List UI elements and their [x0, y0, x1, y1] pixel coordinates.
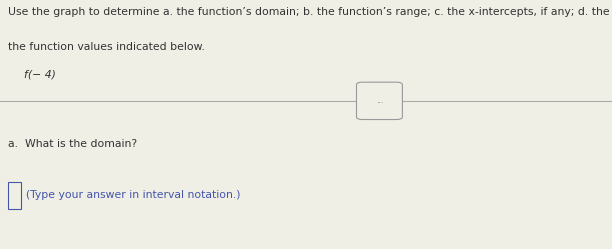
Text: ...: ...: [376, 96, 383, 105]
Text: the function values indicated below.: the function values indicated below.: [8, 42, 205, 52]
Text: f(− 4): f(− 4): [24, 70, 56, 80]
FancyBboxPatch shape: [8, 182, 21, 209]
Text: a.  What is the domain?: a. What is the domain?: [8, 139, 137, 149]
Text: (Type your answer in interval notation.): (Type your answer in interval notation.): [26, 190, 241, 200]
Text: Use the graph to determine a. the function’s domain; b. the function’s range; c.: Use the graph to determine a. the functi…: [8, 7, 612, 17]
FancyBboxPatch shape: [356, 82, 403, 120]
